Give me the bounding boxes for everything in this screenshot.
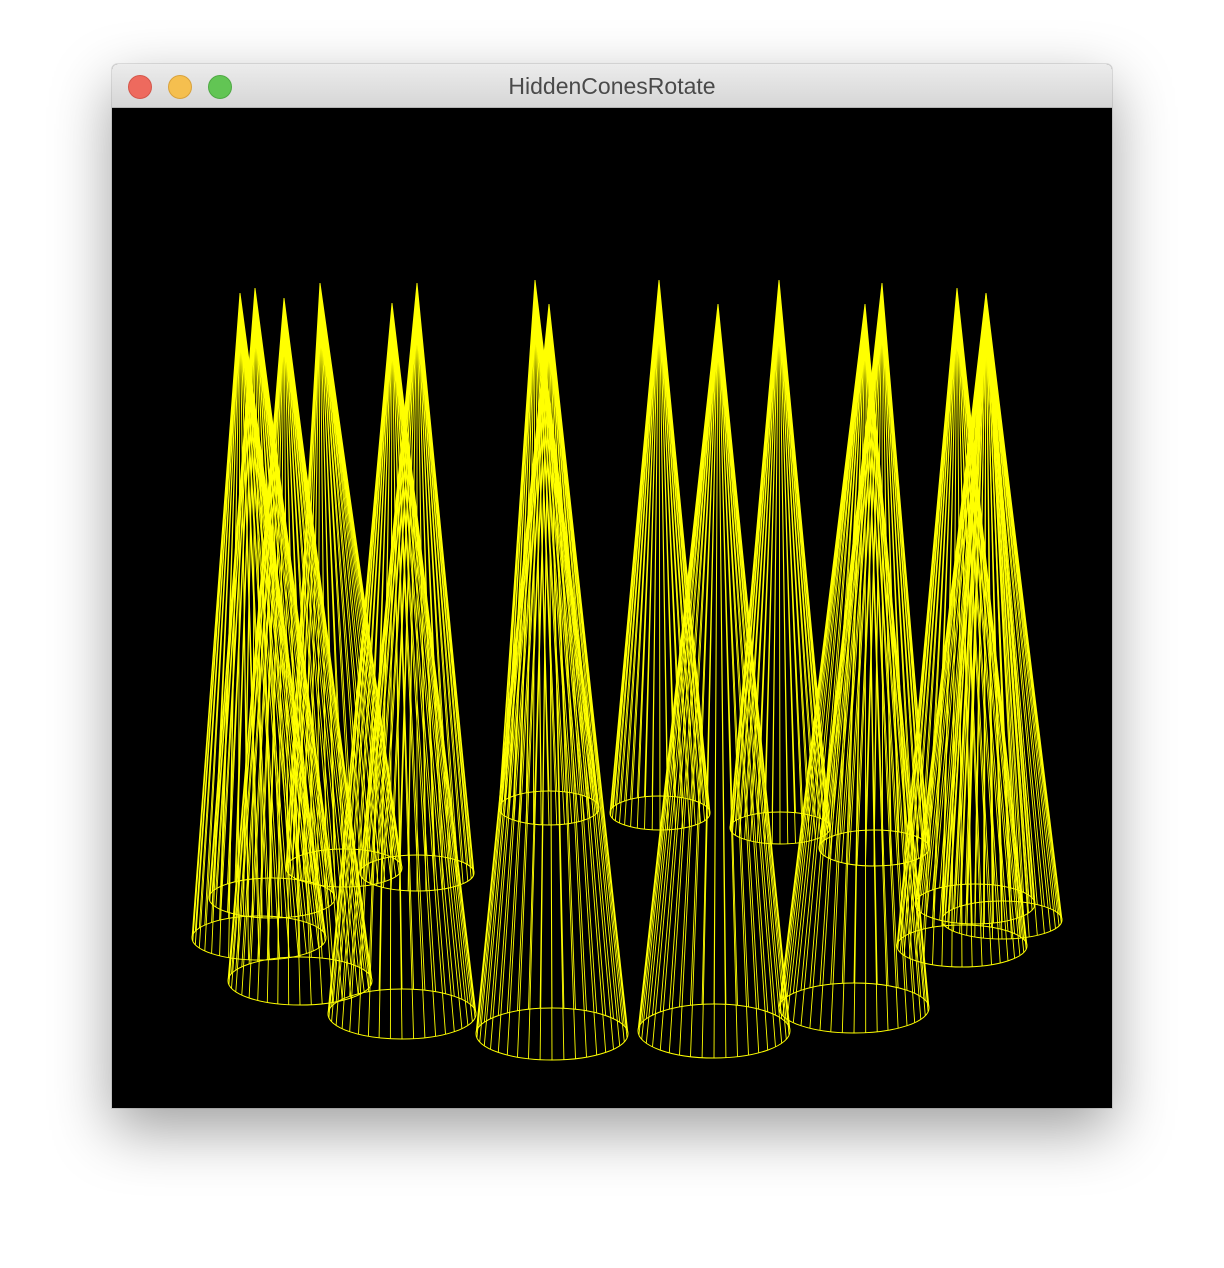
cone-6-generators [327, 302, 477, 1040]
cone-6 [327, 302, 477, 1040]
cone-15-base [896, 924, 1028, 968]
cone-2-base [208, 877, 336, 919]
cone-6-base [327, 988, 477, 1040]
cone-16 [914, 292, 1036, 925]
cone-4-generators [285, 282, 403, 888]
cone-8-base [475, 1007, 629, 1061]
close-button[interactable] [128, 75, 152, 99]
cone-10-generators [729, 279, 831, 845]
maximize-button[interactable] [208, 75, 232, 99]
app-window: HiddenConesRotate [112, 64, 1112, 1108]
cone-13-generators [818, 282, 930, 867]
cone-8-generators [475, 303, 629, 1061]
cone-5-generators [359, 282, 475, 891]
cone-3-base [227, 956, 373, 1006]
cone-3 [227, 297, 373, 1006]
cone-8 [475, 303, 629, 1061]
cone-11-generators [637, 303, 791, 1059]
cone-10 [729, 279, 831, 845]
cone-11-base [637, 1003, 791, 1059]
cone-5 [359, 282, 475, 892]
cone-9-generators [609, 279, 711, 831]
cone-16-generators [914, 292, 1036, 925]
window-title: HiddenConesRotate [508, 73, 716, 99]
minimize-button[interactable] [168, 75, 192, 99]
cone-13-base [818, 829, 930, 867]
render-canvas[interactable] [112, 108, 1112, 1108]
cone-12-base [778, 982, 930, 1034]
cone-4 [285, 282, 403, 888]
cones-scene [112, 108, 1112, 1108]
title-bar[interactable]: HiddenConesRotate [112, 64, 1112, 108]
cone-13 [818, 282, 930, 867]
cone-9 [609, 279, 711, 831]
cone-11 [637, 303, 791, 1059]
cone-16-base [914, 883, 1036, 925]
